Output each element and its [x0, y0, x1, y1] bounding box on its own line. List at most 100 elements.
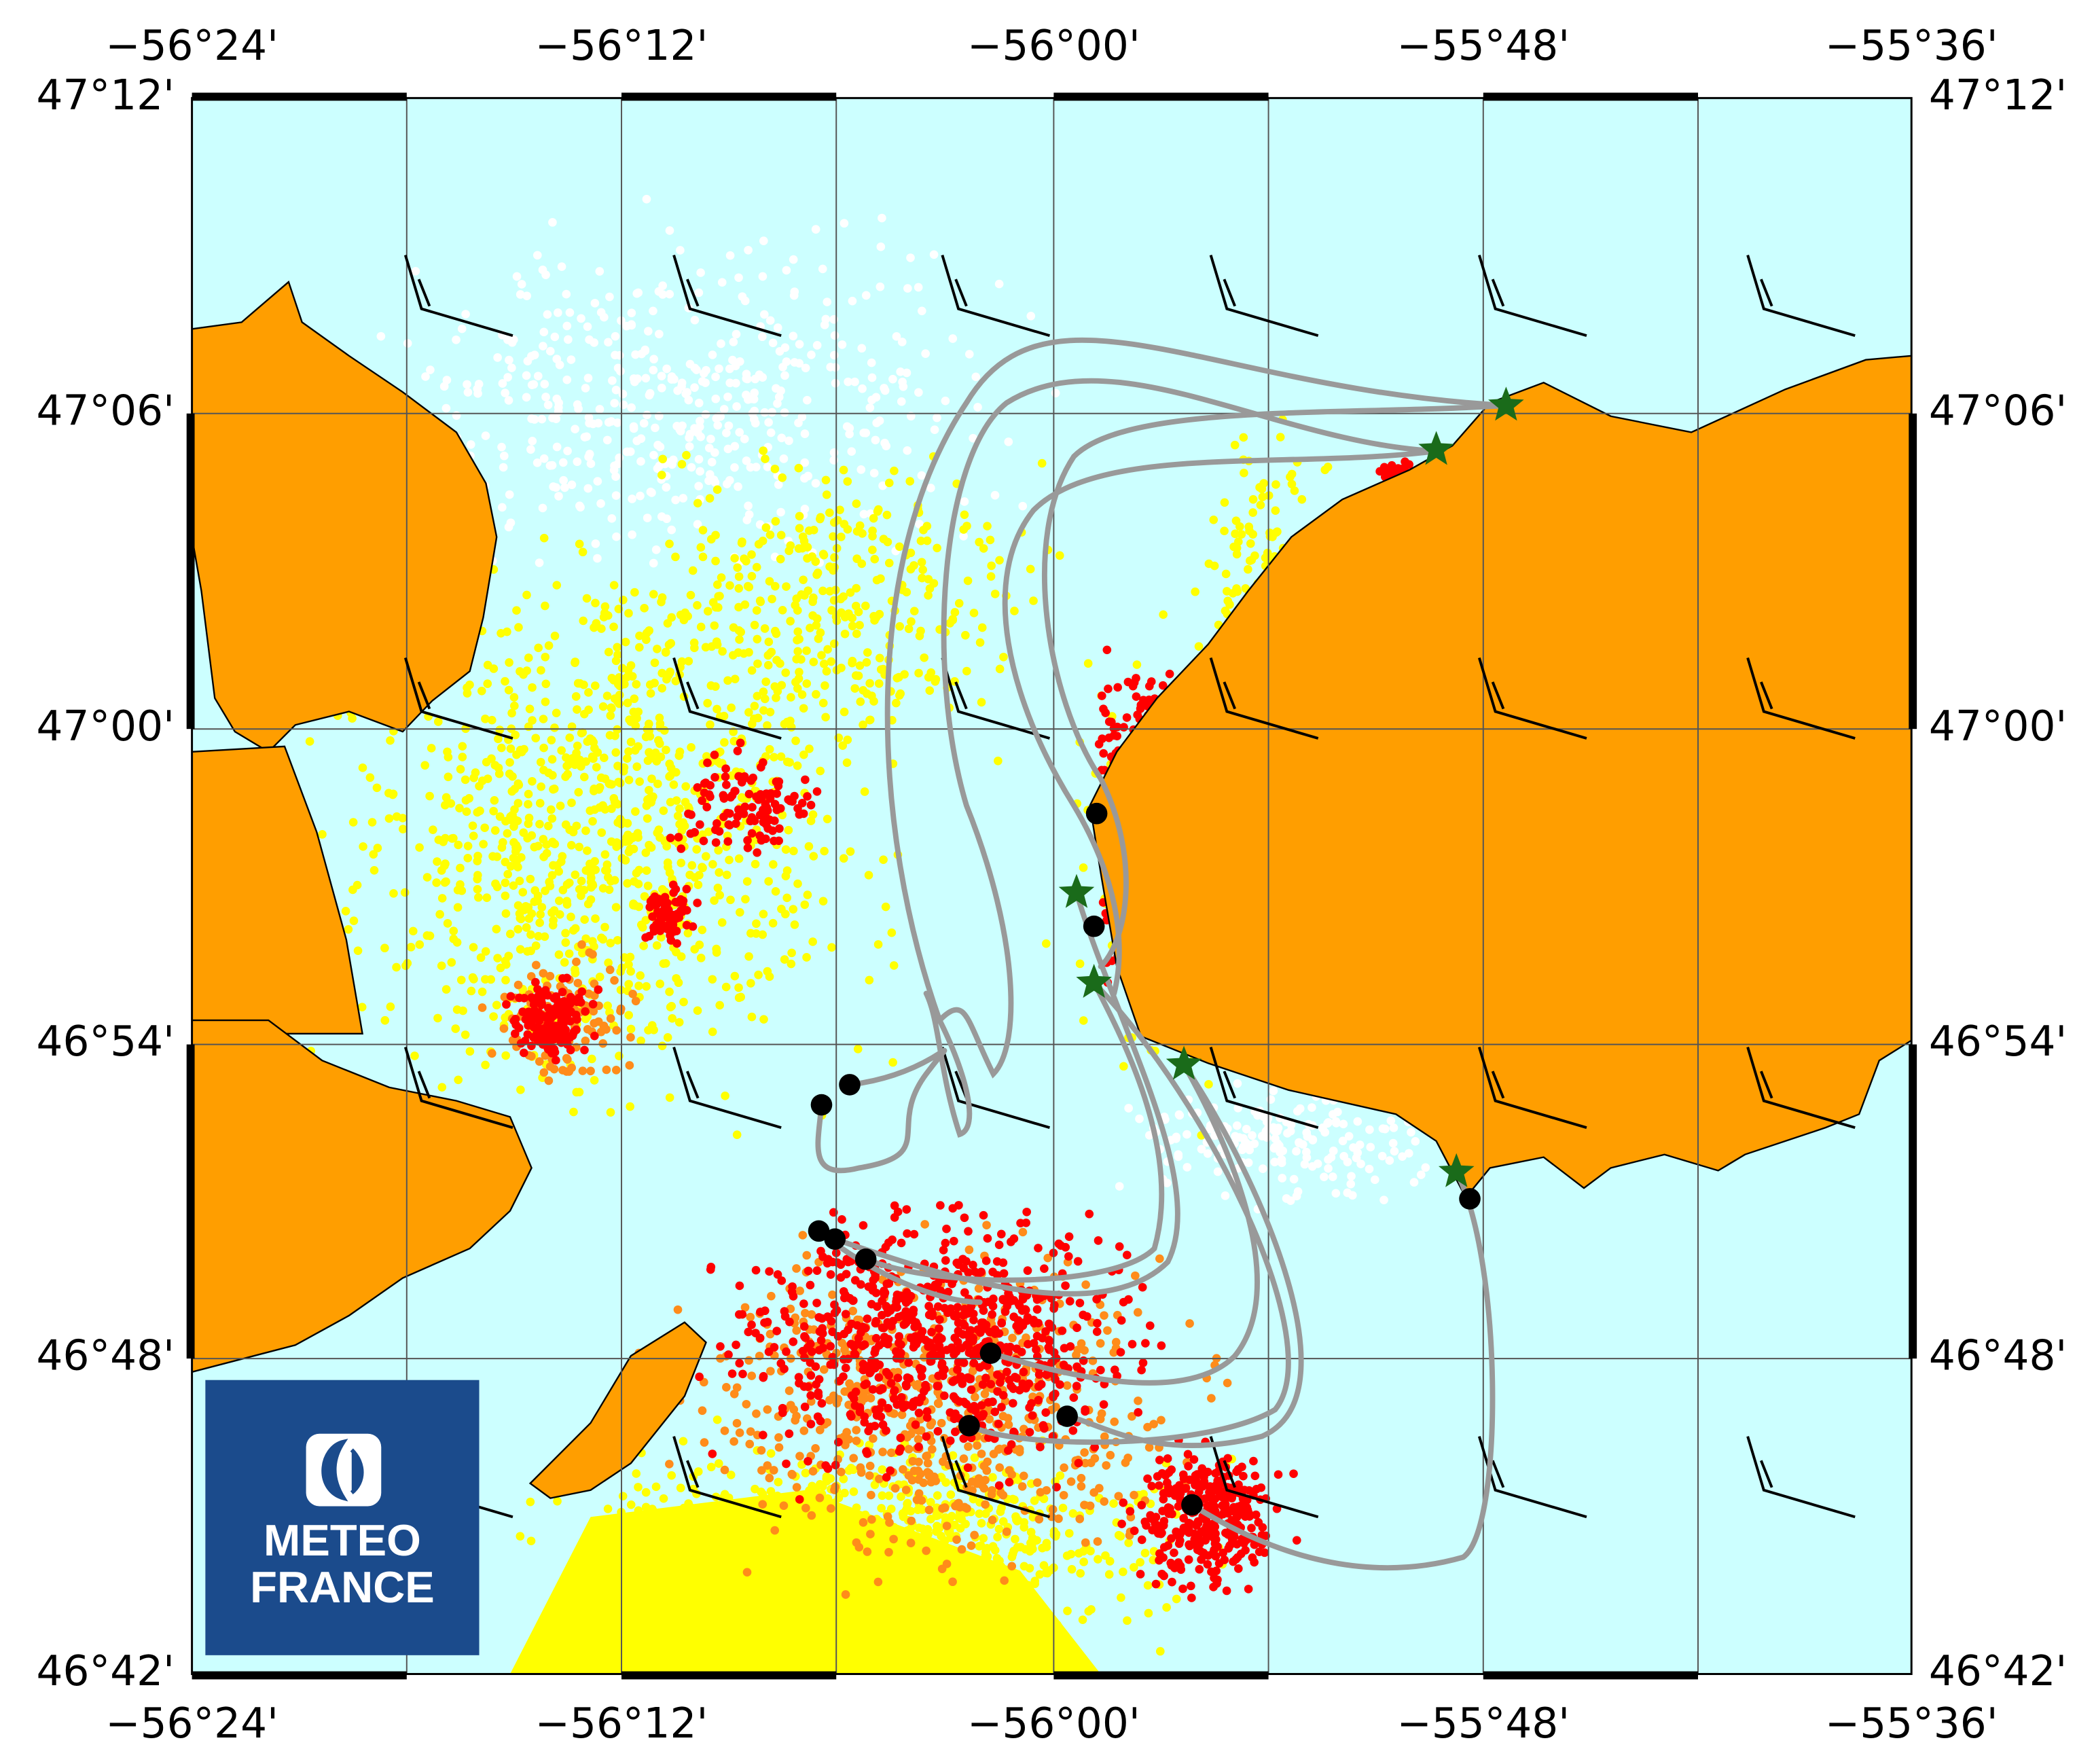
particle	[532, 251, 542, 260]
particle	[710, 896, 719, 905]
particle	[781, 668, 791, 677]
particle	[1241, 1137, 1250, 1147]
particle	[1258, 1164, 1267, 1173]
particle	[533, 891, 543, 901]
particle	[1164, 1468, 1174, 1477]
particle	[1266, 1095, 1276, 1104]
particle	[1250, 1540, 1259, 1549]
particle	[613, 761, 622, 771]
particle	[386, 736, 395, 745]
particle	[1157, 1416, 1166, 1425]
particle	[740, 1522, 750, 1530]
particle	[516, 290, 525, 299]
particle	[1290, 486, 1299, 495]
particle	[522, 371, 531, 380]
particle	[646, 689, 655, 698]
particle	[662, 364, 671, 374]
particle	[507, 787, 517, 796]
particle	[679, 1437, 688, 1446]
particle	[925, 686, 935, 696]
particle	[721, 1525, 730, 1534]
particle	[619, 767, 628, 776]
particle	[602, 1025, 611, 1034]
particle	[1004, 1446, 1013, 1455]
particle	[839, 465, 848, 475]
particle	[1270, 1126, 1280, 1136]
particle	[577, 940, 586, 949]
particle	[674, 751, 684, 760]
particle	[707, 642, 717, 651]
particle	[389, 888, 398, 898]
particle	[802, 646, 811, 655]
particle	[623, 1572, 632, 1582]
particle	[999, 652, 1008, 662]
particle	[973, 1325, 982, 1334]
particle	[939, 1457, 947, 1466]
particle	[613, 643, 622, 652]
particle	[772, 1557, 781, 1566]
particle	[852, 1529, 861, 1538]
particle	[541, 393, 550, 401]
particle	[1157, 1569, 1166, 1579]
particle	[709, 475, 719, 484]
particle	[1094, 1236, 1103, 1245]
particle	[761, 523, 771, 533]
particle	[719, 1510, 727, 1519]
particle	[856, 1468, 866, 1477]
particle	[729, 1563, 739, 1572]
particle	[441, 985, 451, 994]
particle	[960, 1304, 969, 1314]
particle	[1039, 1561, 1049, 1570]
particle	[503, 373, 512, 382]
particle	[1297, 494, 1307, 504]
particle	[782, 1598, 792, 1606]
particle	[473, 884, 482, 894]
particle	[660, 726, 669, 735]
particle	[764, 877, 773, 886]
particle	[727, 771, 736, 780]
particle	[1185, 1519, 1194, 1528]
particle	[849, 1487, 859, 1496]
particle	[859, 1557, 869, 1566]
particle	[1079, 1356, 1088, 1365]
particle	[1250, 1139, 1259, 1149]
particle	[869, 469, 879, 478]
particle	[821, 713, 830, 722]
particle	[1030, 1496, 1039, 1505]
particle	[421, 372, 430, 381]
particle	[641, 1538, 651, 1548]
particle	[681, 782, 691, 791]
particle	[744, 952, 753, 961]
particle	[930, 1590, 939, 1600]
particle	[1174, 1110, 1184, 1119]
particle	[684, 395, 693, 405]
particle	[920, 653, 928, 662]
particle	[595, 405, 604, 414]
particle	[736, 907, 744, 917]
particle	[781, 871, 791, 881]
particle	[720, 738, 729, 747]
particle	[901, 1307, 911, 1316]
particle	[617, 664, 627, 673]
particle	[592, 763, 601, 772]
particle	[607, 703, 616, 713]
particle	[686, 590, 696, 600]
particle	[567, 722, 577, 732]
particle	[621, 637, 630, 647]
particle	[649, 558, 658, 568]
particle	[787, 723, 796, 732]
particle	[871, 1316, 881, 1326]
particle	[1080, 1346, 1089, 1355]
particle	[573, 741, 582, 751]
particle	[733, 563, 742, 572]
particle	[626, 661, 636, 670]
particle	[1075, 1514, 1085, 1524]
particle	[909, 607, 919, 616]
particle	[897, 1340, 905, 1350]
particle	[776, 752, 786, 761]
particle	[535, 1057, 544, 1066]
particle	[795, 524, 804, 533]
particle	[800, 1402, 810, 1411]
particle	[738, 794, 747, 803]
particle	[1013, 1316, 1023, 1325]
